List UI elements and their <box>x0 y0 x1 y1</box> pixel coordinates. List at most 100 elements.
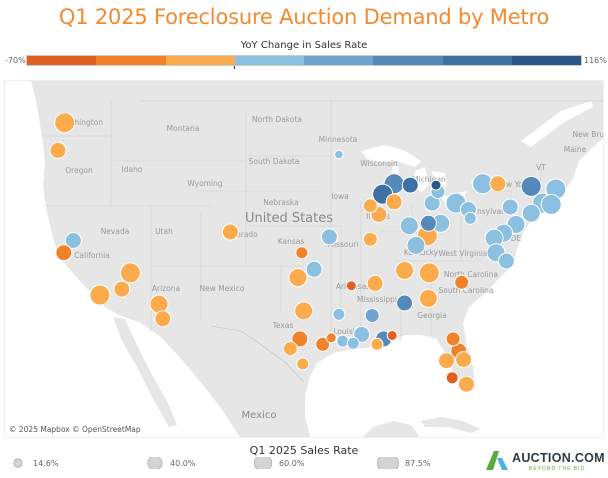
label-michigan: Michigan <box>412 175 446 184</box>
label-california: California <box>74 251 110 260</box>
bubble-layer <box>49 112 567 393</box>
size-legend-item: 14.6% <box>8 457 58 469</box>
metro-bubble[interactable] <box>64 232 82 249</box>
metro-bubble[interactable] <box>221 223 239 241</box>
size-legend-item: 60.0% <box>252 457 304 469</box>
label-nebraska: Nebraska <box>263 198 298 207</box>
size-legend-title: Q1 2025 Sales Rate <box>249 444 359 457</box>
metro-bubble[interactable] <box>346 336 360 350</box>
metro-bubble[interactable] <box>282 341 298 357</box>
metro-bubble[interactable] <box>315 336 331 352</box>
size-legend-swatch <box>13 458 23 468</box>
metro-bubble[interactable] <box>49 141 67 159</box>
metro-bubble[interactable] <box>55 244 73 262</box>
yucatan <box>363 421 420 437</box>
metro-bubble[interactable] <box>288 268 308 288</box>
metro-bubble[interactable] <box>386 330 398 341</box>
metro-bubble[interactable] <box>353 325 371 343</box>
color-legend-zero-tick <box>234 66 235 69</box>
color-legend-bin <box>27 56 97 65</box>
metro-bubble[interactable] <box>291 330 309 348</box>
metro-bubble[interactable] <box>463 211 477 225</box>
metro-bubble[interactable] <box>295 246 309 260</box>
metro-bubble[interactable] <box>399 216 419 236</box>
logo-tagline: BEYOND THE BID. <box>529 466 588 472</box>
metro-bubble[interactable] <box>113 280 131 298</box>
metro-bubble[interactable] <box>119 262 141 284</box>
metro-bubble[interactable] <box>418 262 440 284</box>
great-lakes <box>361 101 593 203</box>
metro-bubble[interactable] <box>401 176 419 194</box>
metro-bubble[interactable] <box>294 301 314 321</box>
metro-bubble[interactable] <box>336 334 350 348</box>
gulf-of-california <box>125 319 181 397</box>
metro-bubble[interactable] <box>362 198 378 214</box>
size-legend-swatch <box>253 457 273 469</box>
label-new-york: New York <box>496 180 531 189</box>
label-new-brunswick: New Brunswick <box>572 130 604 139</box>
label-montana: Montana <box>167 124 200 133</box>
metro-bubble[interactable] <box>445 371 459 385</box>
metro-bubble[interactable] <box>149 294 169 314</box>
metro-bubble[interactable] <box>418 288 438 308</box>
metro-bubble[interactable] <box>457 375 475 393</box>
map-labels: Washington Oregon Idaho Montana Wyoming … <box>59 115 604 421</box>
metro-bubble[interactable] <box>385 193 403 211</box>
label-utah: Utah <box>155 227 173 236</box>
cuba <box>421 417 481 433</box>
label-missouri: Missouri <box>328 240 359 249</box>
label-idaho: Idaho <box>122 165 143 174</box>
color-legend-bin <box>511 56 581 65</box>
metro-bubble[interactable] <box>362 231 378 247</box>
label-pennsylvania: Pennsylvania <box>463 207 512 216</box>
color-legend-bin <box>165 56 235 65</box>
metro-bubble[interactable] <box>396 294 414 312</box>
metro-bubble[interactable] <box>540 193 562 215</box>
metro-bubble[interactable] <box>325 332 337 344</box>
metro-bubble[interactable] <box>454 274 470 290</box>
metro-bubble[interactable] <box>332 307 346 321</box>
metro-bubble[interactable] <box>520 175 542 197</box>
label-united-states: United States <box>245 211 333 226</box>
metro-bubble[interactable] <box>89 284 111 306</box>
metro-bubble[interactable] <box>489 175 507 193</box>
label-south-carolina: South Carolina <box>438 286 493 295</box>
metro-bubble[interactable] <box>430 179 442 191</box>
color-legend-bin <box>234 56 304 65</box>
label-nevada: Nevada <box>101 227 130 236</box>
label-west-virginia: West Virginia <box>438 249 487 258</box>
metro-bubble[interactable] <box>54 112 76 134</box>
metro-bubble[interactable] <box>366 274 384 292</box>
metro-bubble[interactable] <box>445 331 461 347</box>
metro-bubble[interactable] <box>364 308 380 323</box>
label-kansas: Kansas <box>278 237 305 246</box>
color-legend-max: 116% <box>584 56 607 65</box>
metro-bubble[interactable] <box>455 351 473 369</box>
label-georgia: Georgia <box>417 311 446 320</box>
metro-bubble[interactable] <box>438 352 455 370</box>
size-legend-item: 40.0% <box>145 457 195 469</box>
size-legend-label: 40.0% <box>170 458 196 468</box>
metro-bubble[interactable] <box>345 280 357 292</box>
metro-bubble[interactable] <box>521 203 541 223</box>
metro-bubble[interactable] <box>395 261 415 280</box>
label-arizona: Arizona <box>152 284 180 293</box>
metro-bubble[interactable] <box>501 198 519 216</box>
color-legend-bin <box>442 56 512 65</box>
metro-bubble[interactable] <box>334 149 344 160</box>
map[interactable]: Washington Oregon Idaho Montana Wyoming … <box>4 80 604 438</box>
label-de: DE <box>511 234 522 243</box>
metro-bubble[interactable] <box>296 357 310 371</box>
metro-bubble[interactable] <box>320 228 338 246</box>
metro-bubble[interactable] <box>305 260 323 278</box>
label-new-mexico: New Mexico <box>200 284 245 293</box>
metro-bubble[interactable] <box>406 235 426 255</box>
label-iowa: Iowa <box>331 192 349 201</box>
map-attribution[interactable]: © 2025 Mapbox © OpenStreetMap <box>7 425 143 434</box>
color-legend-min: -70% <box>5 56 26 65</box>
metro-bubble[interactable] <box>154 310 172 328</box>
size-legend-label: 87.5% <box>405 458 431 468</box>
metro-bubble[interactable] <box>497 252 515 270</box>
metro-bubble[interactable] <box>419 214 437 232</box>
metro-bubble[interactable] <box>370 337 384 351</box>
